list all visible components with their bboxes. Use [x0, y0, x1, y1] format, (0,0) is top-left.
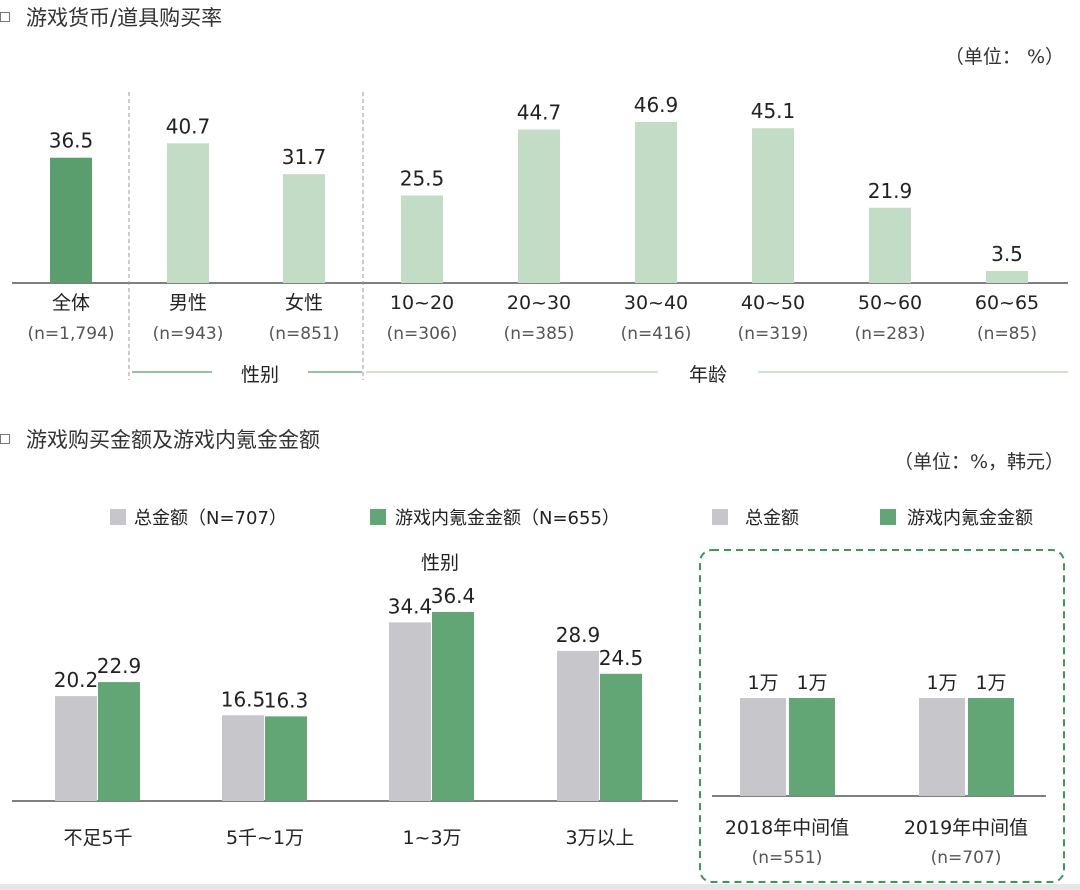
- chart1-bar: [869, 207, 911, 283]
- chart1-value-label: 36.5: [49, 129, 94, 153]
- chart2-value-label: 34.4: [388, 594, 433, 618]
- section1-unit: （单位： %）: [944, 46, 1064, 68]
- chart3-bar-ingame: [789, 698, 835, 796]
- section1-title: 游戏货币/道具购买率: [0, 2, 222, 32]
- chart2-bar-ingame: [265, 716, 307, 801]
- chart2-legend-swatch: [370, 509, 386, 525]
- chart3-legend-label: 游戏内氪金金额: [907, 508, 1033, 529]
- chart2-bar-ingame: [432, 612, 474, 801]
- chart2-bar-total: [222, 715, 264, 801]
- chart1-bar: [283, 174, 325, 283]
- chart2-legend-swatch: [110, 509, 126, 525]
- chart2-value-label: 28.9: [556, 623, 601, 647]
- chart1-sample-size: (n=1,794): [28, 324, 115, 344]
- chart2-bar-total: [557, 650, 599, 801]
- chart1-sample-size: (n=306): [387, 324, 458, 344]
- chart3-legend-swatch: [880, 509, 896, 525]
- chart2-legend-label: 总金额（N=707）: [134, 508, 287, 529]
- chart1-category-label: 男性: [169, 292, 207, 314]
- chart1-value-label: 25.5: [400, 166, 445, 190]
- chart2-value-label: 36.4: [431, 584, 476, 608]
- chart2-value-label: 16.3: [264, 688, 309, 712]
- chart1-bar: [518, 129, 560, 283]
- chart2-value-label: 16.5: [221, 687, 266, 711]
- chart1-group-label: 性别: [241, 364, 279, 386]
- chart3-category-label: 2018年中间值: [725, 817, 849, 839]
- chart3-value-label: 1万: [926, 672, 957, 694]
- chart2-category-label: 不足5千: [63, 827, 132, 849]
- chart1-sample-size: (n=283): [855, 324, 926, 344]
- chart3-value-label: 1万: [796, 672, 827, 694]
- chart3-sample-size: (n=551): [752, 848, 823, 868]
- chart3-sample-size: (n=707): [931, 848, 1002, 868]
- chart1-value-label: 45.1: [751, 99, 796, 123]
- chart1-bar: [986, 270, 1028, 283]
- chart1-category-label: 30~40: [624, 292, 688, 314]
- chart1-value-label: 46.9: [634, 93, 679, 117]
- chart2-category-label: 1~3万: [402, 827, 461, 849]
- chart1-value-label: 31.7: [282, 145, 327, 169]
- section2-unit: （单位：%，韩元）: [893, 451, 1064, 473]
- chart1-bar: [401, 195, 443, 283]
- chart2-bar-ingame: [600, 673, 642, 801]
- chart1-category-label: 20~30: [507, 292, 571, 314]
- bottom-strip: [0, 884, 1080, 890]
- chart1-category-label: 10~20: [390, 292, 454, 314]
- chart1-bar: [50, 157, 92, 283]
- chart1-category-label: 女性: [285, 292, 323, 314]
- chart1-bar: [635, 122, 677, 283]
- chart1-value-label: 40.7: [166, 114, 211, 138]
- chart2-bar-total: [389, 622, 431, 801]
- section2-title-text: 游戏购买金额及游戏内氪金金额: [26, 428, 320, 452]
- chart1-category-label: 40~50: [741, 292, 805, 314]
- chart1-sample-size: (n=851): [269, 324, 340, 344]
- chart2-category-label: 5千~1万: [226, 827, 304, 849]
- chart3-legend-label: 总金额: [745, 508, 799, 529]
- chart1-category-label: 60~65: [975, 292, 1039, 314]
- chart1-sample-size: (n=943): [153, 324, 224, 344]
- chart2-annotation: 性别: [421, 552, 459, 574]
- chart1-value-label: 21.9: [868, 179, 913, 203]
- chart2-bar-total: [55, 696, 97, 801]
- chart1-group-label: 年龄: [689, 364, 727, 386]
- chart2-legend-label: 游戏内氪金金额（N=655）: [395, 508, 620, 529]
- bullet-square-icon: [0, 434, 10, 444]
- section2-title: 游戏购买金额及游戏内氪金金额: [0, 424, 320, 454]
- chart2-value-label: 22.9: [97, 654, 142, 678]
- chart1-sample-size: (n=85): [977, 324, 1037, 344]
- chart1-sample-size: (n=385): [504, 324, 575, 344]
- chart3-category-label: 2019年中间值: [904, 817, 1028, 839]
- chart1-value-label: 3.5: [991, 242, 1023, 266]
- chart1-category-label: 50~60: [858, 292, 922, 314]
- chart3-value-label: 1万: [975, 672, 1006, 694]
- bullet-square-icon: [0, 12, 10, 22]
- chart2-category-label: 3万以上: [565, 827, 634, 849]
- chart1-bar: [167, 143, 209, 283]
- chart3-dashed-frame: [699, 549, 1065, 883]
- chart3-bar-total: [740, 698, 786, 796]
- chart3-value-label: 1万: [747, 672, 778, 694]
- chart2-value-label: 20.2: [54, 668, 99, 692]
- chart2-value-label: 24.5: [599, 646, 644, 670]
- chart3-bar-total: [919, 698, 965, 796]
- chart2-bar-ingame: [98, 682, 140, 801]
- chart1-value-label: 44.7: [517, 101, 562, 125]
- section1-title-text: 游戏货币/道具购买率: [26, 6, 223, 30]
- chart3-bar-ingame: [968, 698, 1014, 796]
- chart1-sample-size: (n=416): [621, 324, 692, 344]
- chart3-legend-swatch: [712, 509, 728, 525]
- chart1-category-label: 全体: [52, 292, 90, 314]
- chart1-sample-size: (n=319): [738, 324, 809, 344]
- chart1-bar: [752, 128, 794, 283]
